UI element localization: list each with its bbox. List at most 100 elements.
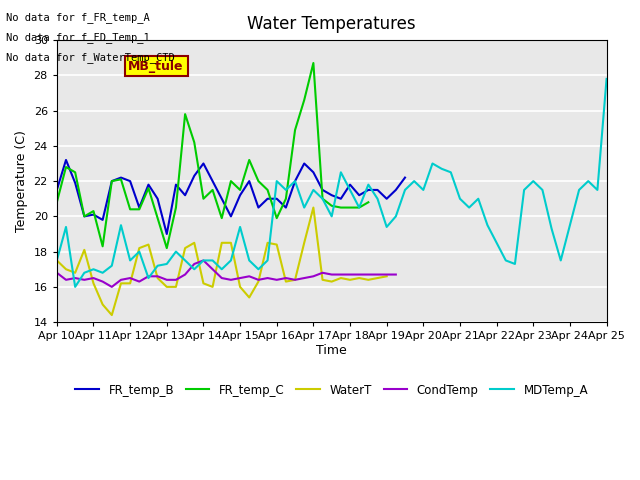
CondTemp — [255, 277, 262, 283]
WaterT — [264, 240, 271, 246]
FR_temp_B — [99, 217, 106, 223]
FR_temp_B — [126, 178, 134, 184]
CondTemp — [392, 272, 399, 277]
CondTemp — [99, 279, 106, 285]
FR_temp_B — [392, 187, 399, 193]
CondTemp — [62, 277, 70, 283]
FR_temp_B — [71, 180, 79, 186]
FR_temp_B — [236, 192, 244, 198]
CondTemp — [117, 277, 125, 283]
FR_temp_B — [337, 196, 345, 202]
MDTemp_A — [191, 266, 198, 272]
WaterT — [365, 277, 372, 283]
CondTemp — [209, 266, 216, 272]
CondTemp — [181, 272, 189, 277]
Line: FR_temp_B: FR_temp_B — [57, 160, 405, 234]
CondTemp — [337, 272, 345, 277]
WaterT — [172, 284, 180, 290]
Text: No data for f_WaterTemp_CTD: No data for f_WaterTemp_CTD — [6, 52, 175, 63]
CondTemp — [126, 275, 134, 281]
WaterT — [300, 240, 308, 246]
CondTemp — [355, 272, 363, 277]
FR_temp_B — [319, 187, 326, 193]
CondTemp — [282, 275, 290, 281]
FR_temp_C — [90, 208, 97, 214]
FR_temp_B — [218, 196, 225, 202]
WaterT — [145, 242, 152, 248]
WaterT — [53, 258, 61, 264]
WaterT — [191, 240, 198, 246]
CondTemp — [291, 277, 299, 283]
FR_temp_B — [181, 192, 189, 198]
WaterT — [255, 279, 262, 285]
Line: MDTemp_A: MDTemp_A — [57, 79, 607, 287]
WaterT — [154, 275, 161, 281]
WaterT — [117, 280, 125, 286]
FR_temp_B — [53, 187, 61, 193]
Text: No data for f_FR_temp_A: No data for f_FR_temp_A — [6, 12, 150, 23]
FR_temp_B — [108, 178, 116, 184]
FR_temp_B — [191, 173, 198, 179]
Text: MB_tule: MB_tule — [128, 60, 184, 73]
FR_temp_C — [264, 187, 271, 193]
CondTemp — [365, 272, 372, 277]
FR_temp_B — [200, 161, 207, 167]
Title: Water Temperatures: Water Temperatures — [248, 15, 416, 33]
Line: FR_temp_C: FR_temp_C — [57, 63, 369, 248]
CondTemp — [328, 272, 335, 277]
FR_temp_C — [163, 245, 171, 251]
CondTemp — [108, 284, 116, 290]
CondTemp — [81, 277, 88, 283]
FR_temp_C — [245, 157, 253, 163]
WaterT — [136, 245, 143, 251]
Line: CondTemp: CondTemp — [57, 261, 396, 287]
CondTemp — [346, 272, 354, 277]
FR_temp_C — [181, 111, 189, 117]
FR_temp_B — [401, 175, 409, 180]
FR_temp_C — [117, 177, 125, 182]
CondTemp — [200, 258, 207, 264]
FR_temp_C — [191, 140, 198, 145]
FR_temp_B — [383, 196, 390, 202]
FR_temp_C — [62, 164, 70, 170]
WaterT — [126, 280, 134, 286]
FR_temp_C — [136, 206, 143, 212]
WaterT — [99, 301, 106, 307]
WaterT — [218, 240, 225, 246]
WaterT — [163, 284, 171, 290]
CondTemp — [245, 274, 253, 279]
MDTemp_A — [255, 266, 262, 272]
CondTemp — [145, 274, 152, 279]
WaterT — [291, 277, 299, 283]
Y-axis label: Temperature (C): Temperature (C) — [15, 130, 28, 232]
Legend: FR_temp_B, FR_temp_C, WaterT, CondTemp, MDTemp_A: FR_temp_B, FR_temp_C, WaterT, CondTemp, … — [70, 379, 593, 401]
WaterT — [90, 280, 97, 286]
CondTemp — [218, 275, 225, 281]
WaterT — [209, 284, 216, 290]
FR_temp_C — [319, 196, 326, 202]
MDTemp_A — [71, 284, 79, 290]
WaterT — [108, 312, 116, 318]
WaterT — [282, 279, 290, 285]
FR_temp_B — [310, 169, 317, 175]
FR_temp_B — [117, 175, 125, 180]
FR_temp_C — [126, 206, 134, 212]
FR_temp_C — [99, 243, 106, 249]
FR_temp_B — [245, 178, 253, 184]
FR_temp_C — [355, 204, 363, 210]
FR_temp_B — [154, 196, 161, 202]
FR_temp_C — [346, 204, 354, 210]
CondTemp — [383, 272, 390, 277]
WaterT — [374, 275, 381, 281]
CondTemp — [136, 279, 143, 285]
FR_temp_C — [365, 199, 372, 205]
CondTemp — [264, 275, 271, 281]
CondTemp — [154, 274, 161, 279]
FR_temp_C — [145, 185, 152, 191]
FR_temp_C — [282, 196, 290, 202]
FR_temp_C — [172, 204, 180, 210]
FR_temp_C — [108, 178, 116, 184]
FR_temp_C — [300, 97, 308, 103]
CondTemp — [90, 275, 97, 281]
FR_temp_B — [227, 214, 235, 219]
